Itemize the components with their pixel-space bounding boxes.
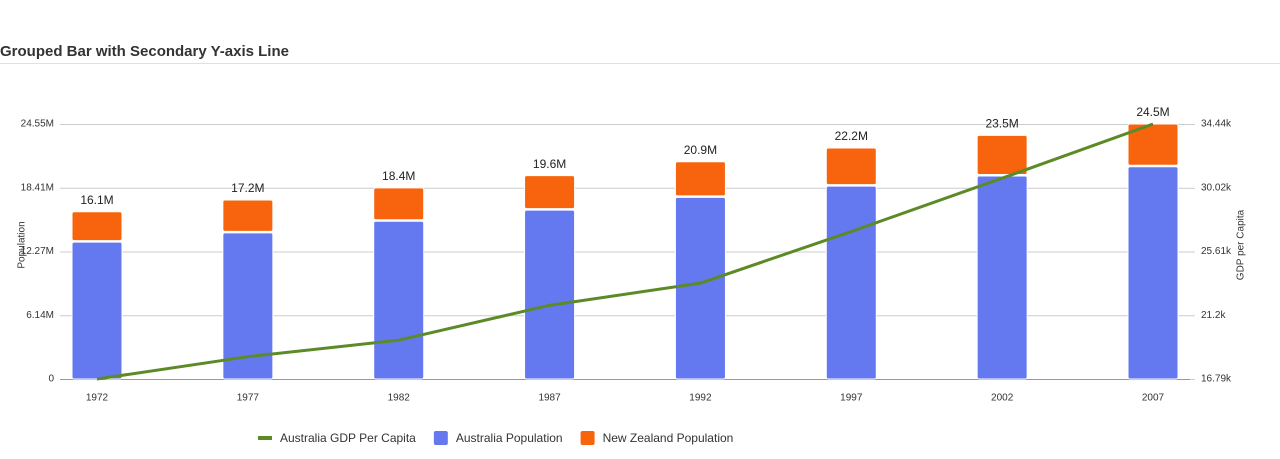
- y-tick-label: 12.27M: [21, 246, 54, 257]
- y2-tick-label: 21.2k: [1201, 310, 1226, 321]
- y2-axis-title: GDP per Capita: [1236, 209, 1247, 280]
- stack-label: 23.5M: [985, 117, 1018, 131]
- bar: [524, 209, 576, 380]
- x-tick-label: 1987: [538, 393, 561, 404]
- bar: [825, 185, 877, 380]
- x-tick-label: 1992: [689, 393, 712, 404]
- y-tick-label: 0: [48, 374, 54, 385]
- bar: [976, 175, 1028, 380]
- stack-label: 24.5M: [1136, 105, 1169, 119]
- y2-tick-label: 34.44k: [1201, 119, 1232, 130]
- stack-label: 17.2M: [231, 181, 264, 195]
- stack-label: 22.2M: [835, 129, 868, 143]
- y-axis-title: Population: [17, 221, 28, 268]
- y-tick-label: 24.55M: [21, 119, 54, 130]
- y2-tick-label: 16.79k: [1201, 374, 1232, 385]
- bar: [674, 161, 726, 197]
- bar: [1127, 123, 1179, 166]
- y2-tick-label: 25.61k: [1201, 246, 1232, 257]
- bar: [373, 187, 425, 221]
- legend-label: Australia Population: [456, 431, 563, 445]
- x-tick-label: 1997: [840, 393, 863, 404]
- bar: [674, 196, 726, 380]
- x-tick-label: 1982: [388, 393, 411, 404]
- y2-tick-label: 30.02k: [1201, 182, 1232, 193]
- bar: [524, 175, 576, 210]
- x-tick-label: 2007: [1142, 393, 1165, 404]
- legend-swatch: [580, 431, 595, 445]
- bar: [373, 220, 425, 380]
- x-tick-label: 1977: [237, 393, 260, 404]
- stack-label: 20.9M: [684, 143, 717, 157]
- line-series: [96, 122, 1154, 381]
- x-tick-label: 2002: [991, 393, 1014, 404]
- y-tick-label: 18.41M: [21, 182, 54, 193]
- legend-label: Australia GDP Per Capita: [280, 431, 416, 445]
- bar: [825, 147, 877, 186]
- x-tick-label: 1972: [86, 393, 109, 404]
- stack-label: 16.1M: [80, 193, 113, 207]
- bar: [71, 241, 123, 380]
- stack-label: 18.4M: [382, 169, 415, 183]
- bar: [976, 134, 1028, 175]
- bar: [1127, 166, 1179, 380]
- legend-swatch: [433, 431, 448, 445]
- legend-label: New Zealand Population: [603, 431, 734, 445]
- stack-label: 19.6M: [533, 157, 566, 171]
- bar: [222, 199, 274, 232]
- y-tick-label: 6.14M: [26, 310, 54, 321]
- chart-title: Grouped Bar with Secondary Y-axis Line: [0, 43, 289, 60]
- bar: [71, 211, 123, 242]
- legend-swatch: [258, 436, 272, 440]
- bar: [222, 232, 274, 380]
